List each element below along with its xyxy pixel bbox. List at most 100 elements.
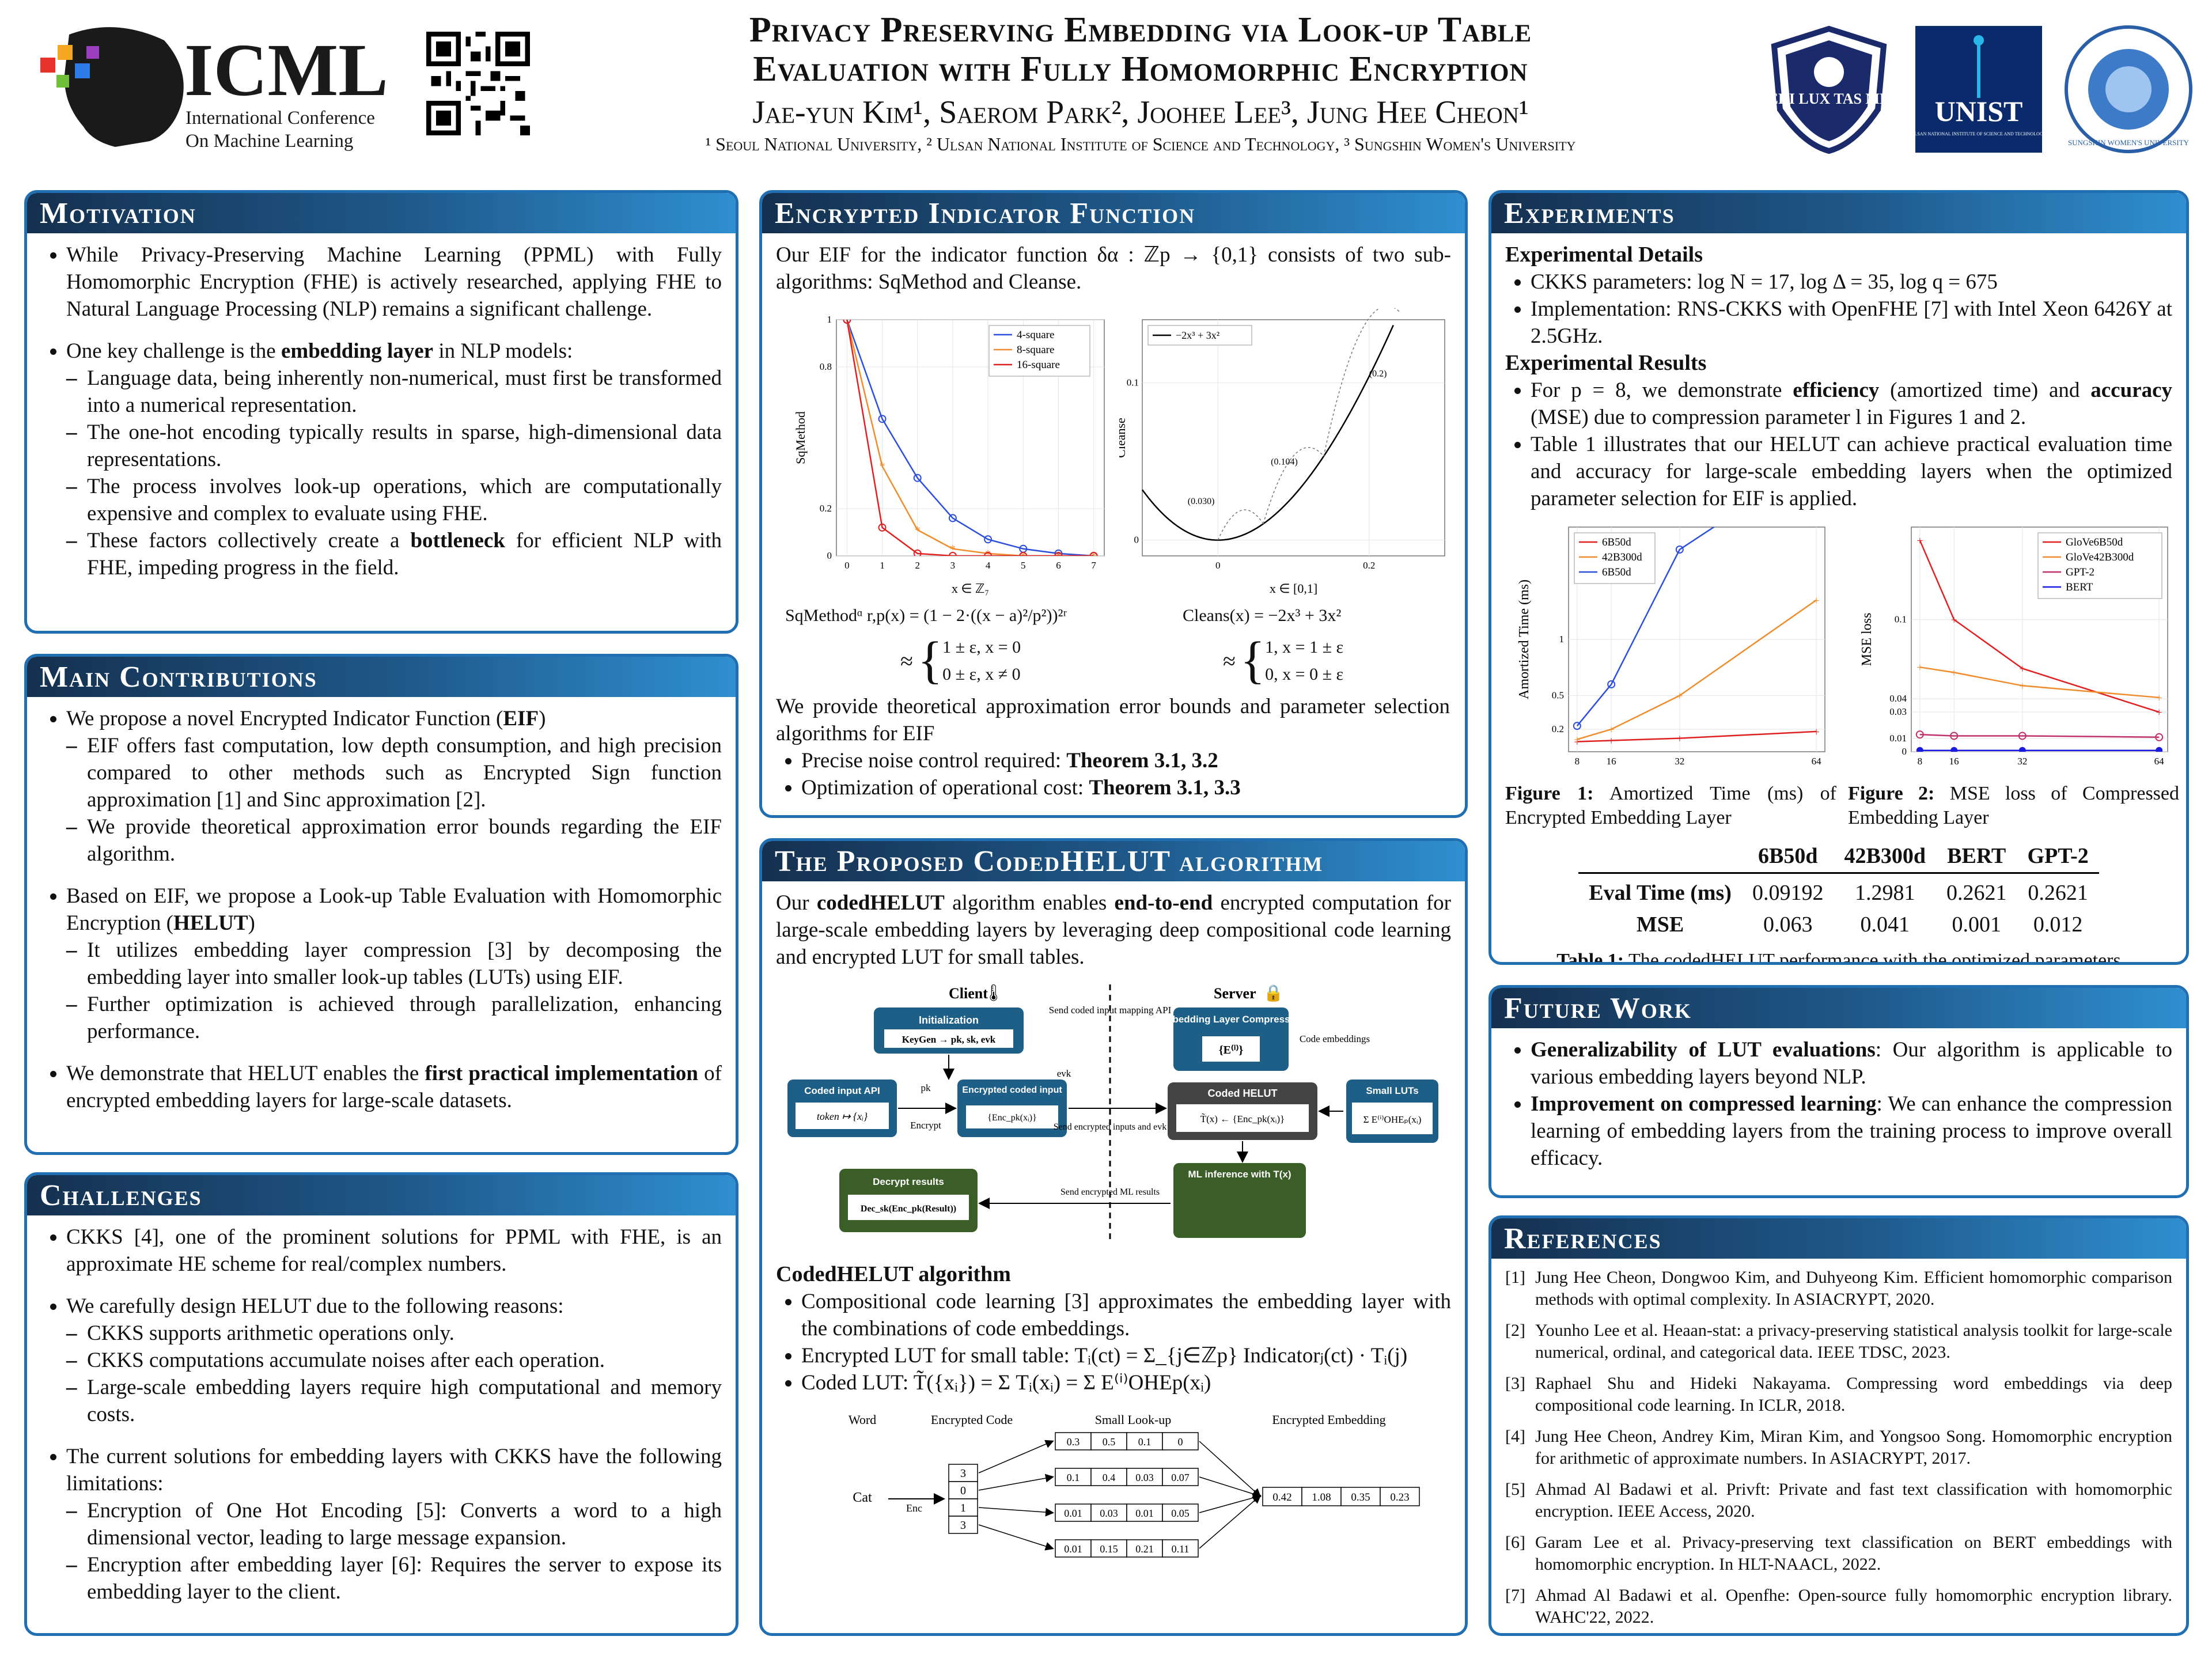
- svg-text:{Enc_pk(xᵢ)}: {Enc_pk(xᵢ)}: [987, 1113, 1037, 1123]
- data-point: [1950, 747, 1958, 752]
- svg-text:Send coded input mapping API: Send coded input mapping API: [1049, 1005, 1172, 1016]
- approx-symbol: ≈: [900, 647, 913, 674]
- mse-loss-plot: 8 16 32 64 0 0.01 0.03 0.04 0.1 MSE loss + + + + + + + + G…: [1859, 527, 2168, 767]
- svg-text:Code embeddings: Code embeddings: [1300, 1033, 1370, 1044]
- lut-value: 0.1: [1138, 1436, 1152, 1448]
- iteration-arc: [1323, 308, 1400, 457]
- x-tick-label: 2: [915, 560, 920, 571]
- eif-bullet-2: Optimization of operational cost: Theore…: [801, 774, 1450, 801]
- svg-text:Small Look-up: Small Look-up: [1095, 1412, 1172, 1427]
- svg-text:Dec_sk(Enc_pk(Result)): Dec_sk(Enc_pk(Result)): [861, 1204, 956, 1214]
- legend-label: 6B50d: [1602, 566, 1631, 578]
- embedding-value: 0.23: [1390, 1491, 1409, 1503]
- data-point: +: [1813, 726, 1820, 738]
- series-line: [1919, 666, 2160, 699]
- lut-value: 0: [1178, 1436, 1183, 1448]
- table-cell: Eval Time (ms): [1589, 881, 1732, 905]
- table-cell: 0.2621: [1946, 881, 2007, 905]
- svg-text:ULSAN NATIONAL INSTITUTE OF SC: ULSAN NATIONAL INSTITUTE OF SCIENCE AND …: [1912, 131, 2045, 137]
- legend-label: 6B50d: [1602, 536, 1631, 548]
- iteration-arc: [1263, 447, 1324, 524]
- data-point: +: [1951, 666, 1957, 679]
- lut-value: 0.01: [1064, 1543, 1082, 1555]
- ml-inference-box: [1173, 1163, 1306, 1238]
- figure-1-caption: Figure 1: Amortized Time (ms) of Encrypt…: [1505, 783, 1836, 828]
- reference-text: Raphael Shu and Hideki Nakayama. Compres…: [1535, 1374, 2172, 1415]
- data-point: *: [985, 548, 991, 560]
- experiments-panel: Experiments Experimental Details CKKS pa…: [1488, 190, 2189, 965]
- svg-text:Word: Word: [849, 1412, 876, 1427]
- legend: −2x³ + 3x²: [1147, 325, 1252, 346]
- lut-cell: [1162, 1432, 1199, 1450]
- svg-text:Encrypted coded input: Encrypted coded input: [962, 1085, 1062, 1095]
- legend-label: 16-square: [1017, 359, 1060, 371]
- challenges-heading: Challenges: [27, 1175, 736, 1215]
- series-line: [1919, 540, 2160, 713]
- results-table: 6B50d 42B300d BERT GPT-2 Eval Time (ms) 0.09…: [1578, 840, 2099, 941]
- experiments-heading: Experiments: [1491, 193, 2186, 233]
- data-point: [1573, 722, 1581, 730]
- code-value: 1: [960, 1502, 966, 1514]
- table-cell: 0.09192: [1752, 881, 1824, 905]
- svg-text:{E⁽ⁱ⁾}: {E⁽ⁱ⁾}: [1219, 1044, 1244, 1056]
- challenge-bullet-3: The current solutions for embedding laye…: [66, 1443, 722, 1605]
- reference-item: [1] Jung Hee Cheon, Dongwoo Kim, and Duhy…: [1505, 1267, 2172, 1310]
- table-header: 6B50d: [1741, 840, 1834, 874]
- data-point: [913, 474, 922, 482]
- series-line: [1576, 527, 1715, 726]
- embedding-value: 0.42: [1272, 1491, 1291, 1503]
- y-tick-label: 1: [827, 314, 832, 325]
- svg-text:International Conference: International Conference: [185, 108, 375, 128]
- table-cell: 0.2621: [2028, 881, 2088, 905]
- contrib-bullet-1: We propose a novel Encrypted Indicator F…: [66, 705, 722, 868]
- x-tick-label: 1: [880, 560, 885, 571]
- lut-value: 0.1: [1067, 1472, 1080, 1483]
- data-point: [984, 535, 993, 544]
- qr-code[interactable]: [426, 32, 530, 135]
- y-axis-label: SqMethod: [793, 411, 808, 464]
- data-point: +: [1574, 734, 1580, 747]
- table-header: BERT: [1936, 840, 2017, 874]
- table-header: [1578, 840, 1742, 874]
- svg-text:Send encrypted ML results: Send encrypted ML results: [1060, 1187, 1160, 1197]
- x-tick-label: 0.2: [1363, 560, 1375, 571]
- svg-text:Send encrypted inputs and evk: Send encrypted inputs and evk: [1054, 1122, 1166, 1132]
- data-point: +: [1608, 724, 1615, 736]
- contributions-heading: Main Contributions: [27, 657, 736, 697]
- cleanse-formula: Cleans(x) = −2x³ + 3x²: [1183, 606, 1342, 625]
- code-value: 3: [960, 1519, 966, 1532]
- data-point: [2018, 747, 2026, 752]
- thermometer-icon: 🌡: [983, 984, 1004, 1002]
- challenge-bullet-1: CKKS [4], one of the prominent solutions…: [66, 1224, 722, 1278]
- data-point: +: [2156, 706, 2162, 719]
- lut-value: 0.03: [1100, 1508, 1118, 1519]
- series-line: [1577, 599, 1817, 740]
- data-point: [1054, 552, 1063, 556]
- data-point: [984, 552, 993, 556]
- legend-label: GloVe42B300d: [2066, 551, 2134, 563]
- sq-case-2: 0 ± ε, x ≠ 0: [942, 665, 1021, 684]
- x-tick-label: 5: [1021, 560, 1026, 571]
- svg-text:VERI LUX TAS MEA: VERI LUX TAS MEA: [1763, 90, 1895, 107]
- y-axis-label: Cleanse: [1119, 418, 1128, 458]
- lut-value: 0.15: [1100, 1543, 1118, 1555]
- lut-value: 0.11: [1172, 1543, 1190, 1555]
- y-tick-label: 0.03: [1889, 706, 1907, 717]
- eif-bullet-1: Precise noise control required: Theorem …: [801, 747, 1450, 774]
- helut-heading: The Proposed CodedHELUT algorithm: [762, 841, 1465, 881]
- codedhelut-subheading: CodedHELUT algorithm: [776, 1262, 1011, 1286]
- x-tick-label: 0: [1215, 560, 1221, 571]
- lut-cell: [1162, 1503, 1199, 1522]
- reference-number: [1]: [1505, 1268, 1525, 1287]
- data-point: *: [880, 460, 885, 473]
- x-tick-label: 64: [1812, 756, 1822, 767]
- data-point: [2156, 747, 2163, 752]
- motivation-sub-4: These factors collectively create a bott…: [87, 527, 722, 581]
- data-point: [1916, 747, 1923, 752]
- lut-illustration: Word Encrypted Code Small Look-up Encryp…: [849, 1412, 1420, 1558]
- lut-value: 0.01: [1135, 1508, 1154, 1519]
- reference-item: [7] Ahmad Al Badawi et al. Openfhe: Open-…: [1505, 1585, 2172, 1628]
- lut-value: 0.5: [1103, 1436, 1116, 1448]
